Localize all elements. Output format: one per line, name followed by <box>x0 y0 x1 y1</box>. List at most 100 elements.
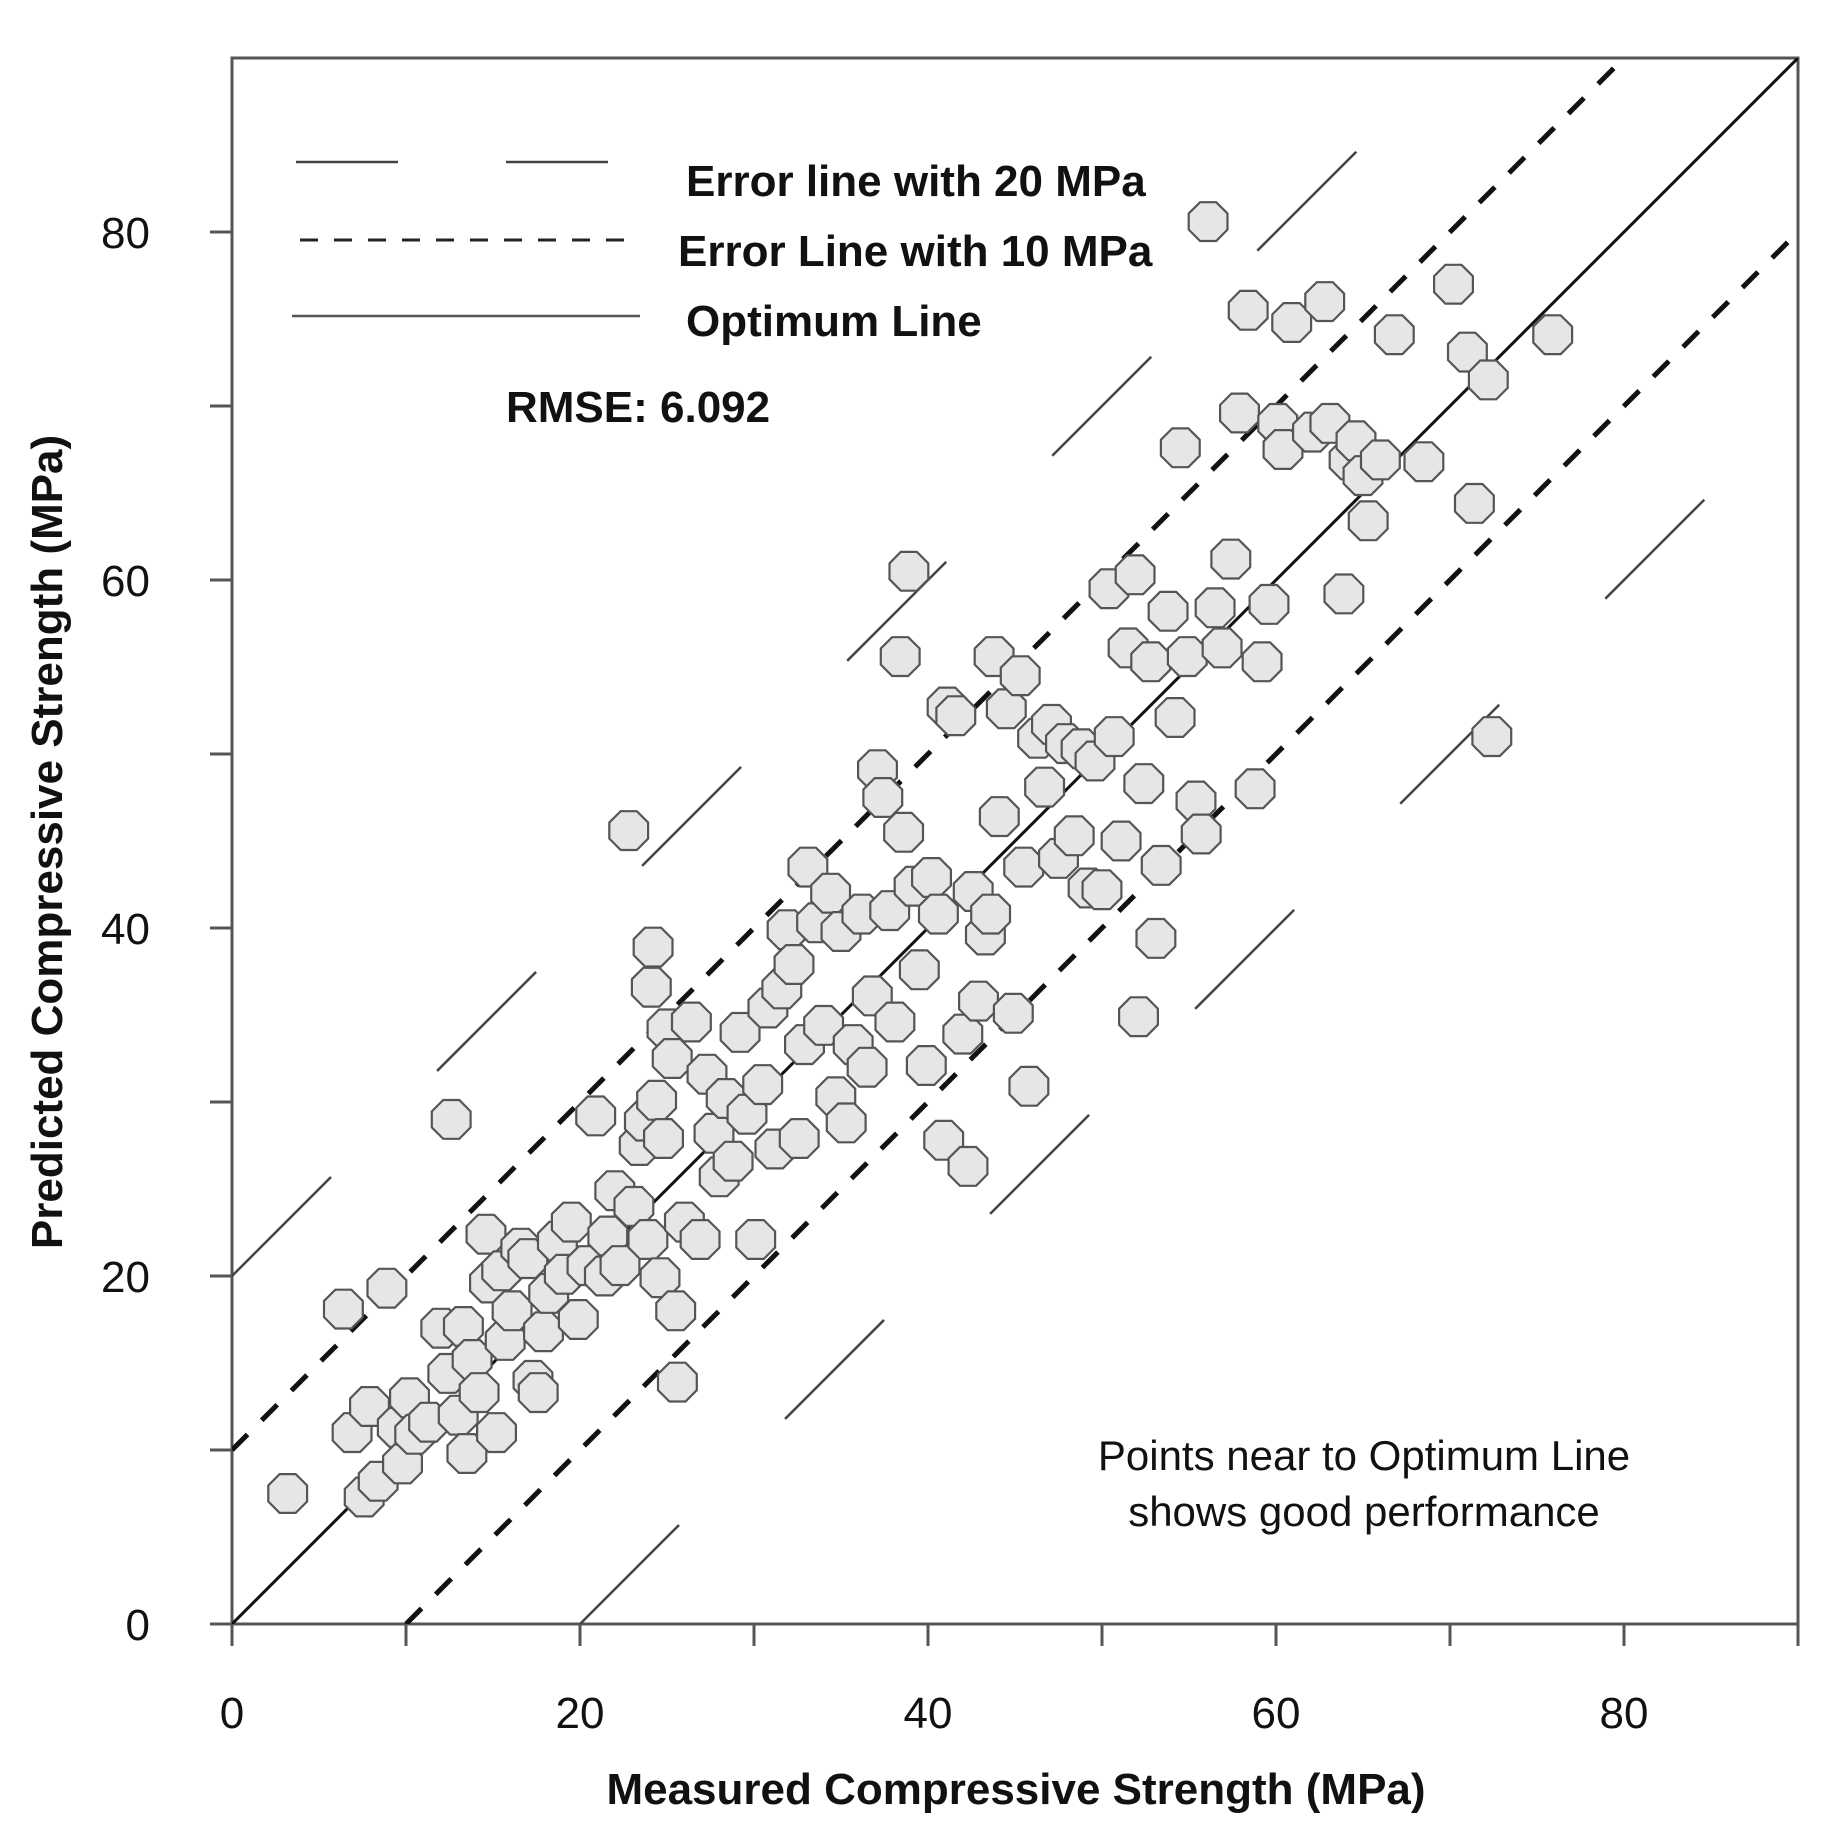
data-point <box>557 1298 599 1341</box>
y-tick-label: 40 <box>101 905 150 954</box>
plot-frame <box>230 56 1800 1626</box>
data-point <box>898 949 940 991</box>
data-point <box>1147 590 1189 632</box>
reference-line-error-10-upper <box>232 58 1626 1452</box>
data-point <box>1187 201 1229 243</box>
data-point <box>942 1013 984 1055</box>
data-point <box>923 1119 965 1161</box>
data-point <box>1003 846 1045 888</box>
data-point <box>1304 281 1346 323</box>
data-point <box>651 1037 693 1080</box>
data-point <box>992 992 1034 1034</box>
data-point <box>1130 641 1172 683</box>
data-point <box>655 1290 697 1332</box>
y-tick-label: 60 <box>101 557 150 606</box>
reference-line-error-10-lower <box>404 230 1798 1624</box>
data-point <box>1081 869 1123 911</box>
y-tick-labels: 0 20 40 60 80 <box>101 209 150 1650</box>
data-point <box>712 1140 754 1182</box>
y-tick-label: 80 <box>101 209 150 258</box>
data-point <box>957 980 1000 1022</box>
legend: Error line with 20 MPa Error Line with 1… <box>292 157 1153 346</box>
data-point <box>1453 482 1495 524</box>
data-point <box>366 1267 408 1309</box>
data-point <box>874 1001 916 1043</box>
data-point <box>430 1098 472 1140</box>
legend-label-error-20: Error line with 20 MPa <box>686 157 1146 206</box>
data-point <box>1347 500 1389 542</box>
data-point <box>465 1213 507 1255</box>
data-point <box>636 1079 678 1121</box>
data-point <box>1432 263 1475 305</box>
data-point <box>846 1046 888 1088</box>
data-point <box>879 636 921 678</box>
data-point <box>1201 627 1243 669</box>
axis-ticks <box>210 230 1800 1646</box>
data-point <box>1123 763 1165 805</box>
data-point <box>1373 314 1415 356</box>
data-point <box>905 1044 947 1087</box>
data-point <box>947 1145 989 1187</box>
data-point <box>985 688 1027 730</box>
data-point <box>1248 583 1290 625</box>
annotation-line-2: shows good performance <box>1128 1488 1600 1535</box>
data-point <box>1532 314 1574 356</box>
data-point <box>1008 1065 1050 1107</box>
data-point <box>883 811 925 853</box>
data-point <box>608 810 650 852</box>
data-point <box>778 1117 820 1160</box>
data-point <box>550 1201 592 1243</box>
data-point <box>1210 538 1252 580</box>
data-point <box>349 1385 390 1428</box>
data-point <box>491 1290 533 1332</box>
x-axis-title: Measured Compressive Strength (MPa) <box>606 1765 1425 1814</box>
legend-label-optimum: Optimum Line <box>686 297 982 346</box>
data-point <box>803 1004 845 1046</box>
y-tick-label: 0 <box>126 1601 150 1650</box>
data-point <box>1403 441 1445 483</box>
data-point <box>575 1095 617 1137</box>
data-point <box>742 1064 784 1106</box>
data-point <box>1180 813 1222 855</box>
data-point <box>1241 641 1283 683</box>
data-point <box>1159 427 1201 469</box>
data-point <box>267 1472 309 1515</box>
data-point <box>1024 766 1066 808</box>
data-point <box>1471 716 1513 758</box>
data-point <box>935 695 977 737</box>
data-points <box>267 201 1574 1518</box>
x-tick-label: 20 <box>556 1689 605 1738</box>
data-point <box>1166 636 1208 678</box>
data-point <box>679 1218 721 1261</box>
data-point <box>1154 696 1196 739</box>
data-point <box>1194 587 1236 629</box>
data-point <box>1117 996 1160 1038</box>
x-tick-labels: 0 20 40 60 80 <box>220 1689 1649 1738</box>
data-point <box>458 1372 500 1414</box>
data-point <box>910 856 953 899</box>
data-point <box>1135 917 1177 959</box>
data-point <box>627 1218 669 1261</box>
data-point <box>1234 768 1276 810</box>
y-tick-label: 20 <box>101 1253 150 1302</box>
data-point <box>1100 820 1142 862</box>
data-point <box>1218 392 1261 434</box>
data-point <box>522 1311 565 1353</box>
data-point <box>1053 815 1095 857</box>
data-point <box>825 1102 867 1144</box>
reference-line-optimum <box>232 58 1798 1624</box>
data-point <box>322 1288 364 1330</box>
rmse-label: RMSE: 6.092 <box>506 383 770 432</box>
data-point <box>970 893 1012 935</box>
data-point <box>999 655 1041 697</box>
y-axis-title: Predicted Compressive Strength (MPa) <box>23 435 72 1249</box>
data-point <box>642 1117 685 1160</box>
annotation-line-1: Points near to Optimum Line <box>1098 1432 1630 1479</box>
data-point <box>1093 716 1135 758</box>
x-tick-label: 40 <box>904 1689 953 1738</box>
legend-label-error-10: Error Line with 10 MPa <box>678 227 1153 276</box>
data-point <box>632 926 674 968</box>
data-point <box>773 943 815 986</box>
data-point <box>656 1361 698 1403</box>
